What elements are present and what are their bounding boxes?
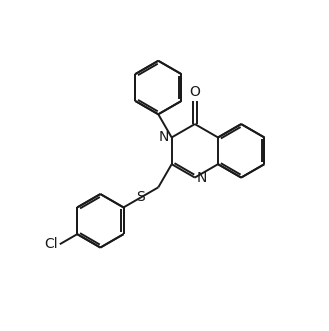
Text: Cl: Cl	[44, 237, 58, 251]
Text: N: N	[197, 170, 208, 185]
Text: O: O	[190, 85, 200, 99]
Text: S: S	[137, 190, 145, 205]
Text: N: N	[159, 130, 169, 144]
